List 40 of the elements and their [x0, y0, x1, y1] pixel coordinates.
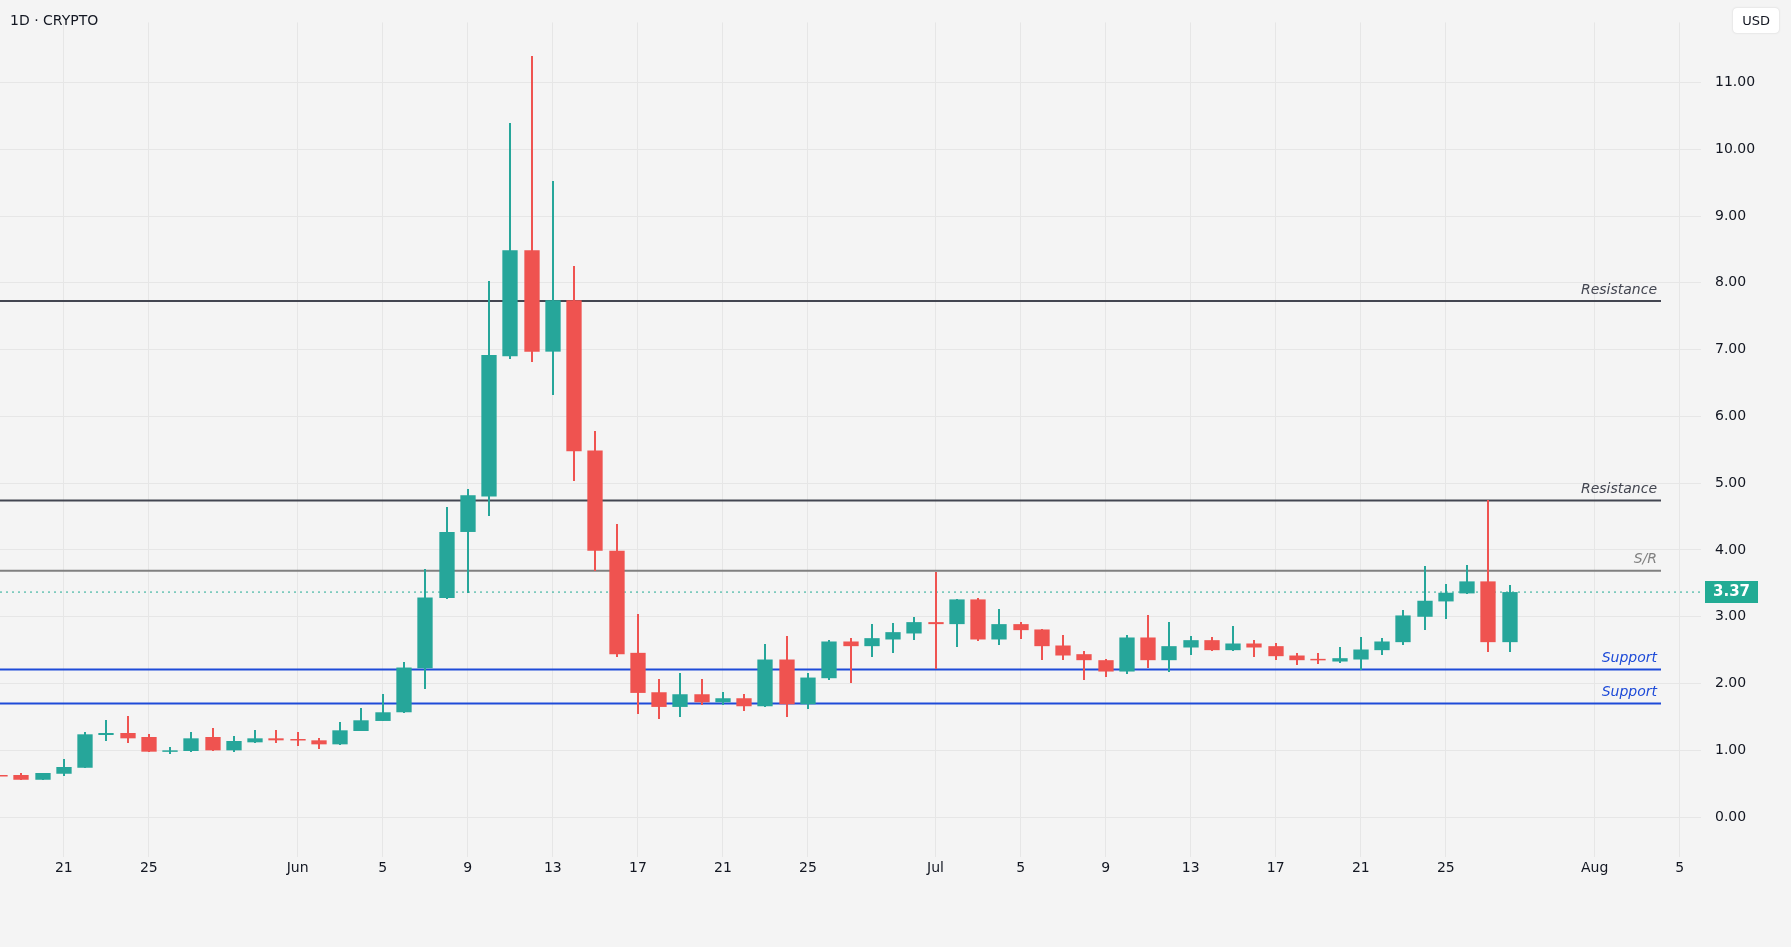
- ref-line-label: Resistance: [1580, 480, 1657, 497]
- ref-line-label: Support: [1601, 649, 1658, 666]
- y-tick-label: 7.00: [1715, 340, 1747, 357]
- y-tick-label: 0.00: [1715, 807, 1747, 824]
- y-tick-label: 1.00: [1715, 740, 1747, 757]
- x-tick-label: 21: [714, 859, 732, 876]
- y-tick-label: 9.00: [1715, 206, 1747, 223]
- y-tick-label: 4.00: [1715, 540, 1747, 557]
- x-tick-label: 9: [463, 859, 473, 876]
- x-tick-label: 21: [54, 859, 73, 876]
- x-tick-label: 13: [1181, 859, 1200, 876]
- ref-line-label: Support: [1601, 683, 1658, 700]
- x-tick-label: 25: [139, 859, 158, 876]
- x-tick-label: 5: [1016, 859, 1026, 876]
- ref-line-label: S/R: [1633, 550, 1657, 567]
- ref-line-label: Resistance: [1580, 280, 1657, 297]
- x-tick-label: 5: [1675, 859, 1685, 876]
- candlestick: [98, 720, 114, 741]
- candlestick: [928, 572, 944, 669]
- x-tick-label: 17: [628, 859, 647, 876]
- x-tick-label: 25: [1436, 859, 1455, 876]
- y-tick-label: 3.00: [1715, 607, 1747, 624]
- x-tick-label: Jun: [285, 859, 309, 876]
- ref-line-label: 3.37: [1713, 581, 1751, 600]
- y-tick-label: 6.00: [1715, 407, 1747, 424]
- x-tick-label: 25: [799, 859, 817, 876]
- x-tick-label: 13: [543, 859, 562, 876]
- x-tick-label: 21: [1351, 859, 1370, 876]
- y-tick-label: 10.00: [1715, 139, 1756, 156]
- x-tick-label: Aug: [1581, 859, 1609, 876]
- chart-title: 1D · CRYPTO: [10, 12, 99, 28]
- x-tick-label: 5: [378, 859, 388, 876]
- x-tick-label: Jul: [926, 859, 944, 876]
- y-axis-title: USD: [1733, 8, 1779, 33]
- y-tick-label: 5.00: [1715, 473, 1747, 490]
- y-tick-label: 8.00: [1715, 273, 1747, 290]
- y-tick-label: 11.00: [1715, 73, 1756, 90]
- x-tick-label: 9: [1101, 859, 1111, 876]
- y-tick-label: 2.00: [1715, 674, 1747, 691]
- x-tick-label: 17: [1266, 859, 1285, 876]
